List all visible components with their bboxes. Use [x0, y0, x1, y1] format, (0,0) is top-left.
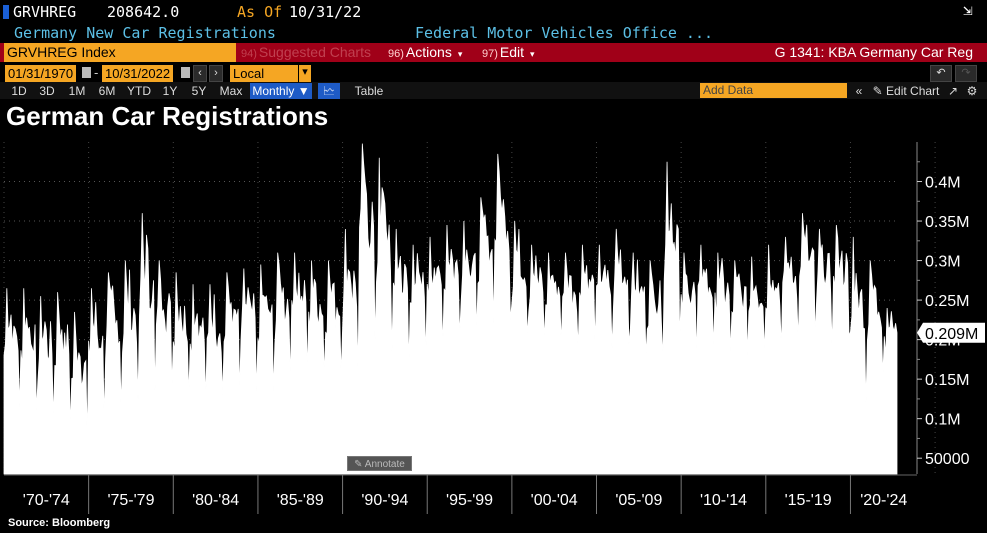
period-1y[interactable]: 1Y	[162, 84, 178, 98]
x-tick-label-3: '85-'89	[277, 492, 324, 509]
actions-num: 96)	[388, 48, 404, 60]
popout-icon[interactable]: ⇲	[963, 0, 973, 19]
edit-chart-label: Edit Chart	[886, 84, 940, 98]
frequency-select[interactable]: Monthly ▼	[250, 83, 312, 99]
period-5y[interactable]: 5Y	[191, 84, 207, 98]
edit-num: 97)	[482, 48, 498, 60]
y-tick-label-7: 0.4M	[925, 175, 961, 192]
edit-label: Edit	[499, 44, 525, 60]
x-tick-label-10: '20-'24	[860, 492, 907, 509]
y-tick-label-5: 0.3M	[925, 254, 961, 271]
edit-chart-button[interactable]: ✎ Edit Chart	[870, 83, 942, 99]
as-of-date[interactable]: 10/31/22	[289, 3, 362, 21]
period-ytd[interactable]: YTD	[127, 84, 151, 98]
y-tick-label-2: 0.15M	[925, 372, 969, 389]
x-tick-label-0: '70-'74	[23, 492, 70, 509]
x-tick-label-7: '05-'09	[615, 492, 662, 509]
period-6m[interactable]: 6M	[98, 84, 116, 98]
x-tick-label-1: '75-'79	[107, 492, 154, 509]
last-value: 208642.0	[107, 3, 180, 21]
table-button[interactable]: Table	[354, 84, 384, 98]
currency-select[interactable]: Local CCY	[230, 65, 298, 98]
annotate-button[interactable]: ✎ Annotate	[347, 456, 412, 471]
prev-range-button[interactable]: ‹	[193, 65, 207, 82]
y-tick-label-4: 0.25M	[925, 293, 969, 310]
x-tick-label-2: '80-'84	[192, 492, 239, 509]
suggested-charts-num: 94)	[241, 48, 257, 60]
x-tick-label-4: '90-'94	[361, 492, 408, 509]
period-row: 1D 3D 1M 6M YTD 1Y 5Y Max Monthly ▼ 🗠 Ta…	[0, 82, 987, 99]
end-calendar-icon[interactable]	[181, 67, 190, 78]
security-input[interactable]: GRVHREG Index	[4, 43, 236, 62]
y-tick-label-6: 0.35M	[925, 214, 969, 231]
edit-button[interactable]: 97) Edit ▾	[482, 43, 535, 62]
x-tick-label-9: '15-'19	[785, 492, 832, 509]
security-color-tick	[3, 5, 9, 19]
annotate-pencil-icon: ✎	[354, 459, 363, 470]
end-date-input[interactable]: 10/31/2022	[102, 65, 174, 82]
resize-icon[interactable]: ↗	[947, 84, 959, 98]
ticker-label: GRVHREG	[13, 3, 77, 21]
frequency-caret-icon: ▼	[297, 84, 310, 98]
period-max[interactable]: Max	[219, 84, 243, 98]
chart-title: German Car Registrations	[6, 101, 329, 131]
next-range-button[interactable]: ›	[209, 65, 223, 82]
x-tick-label-6: '00-'04	[531, 492, 578, 509]
period-3d[interactable]: 3D	[39, 84, 55, 98]
date-range-row: 01/31/1970 - 10/31/2022 ‹ › Local CCY ▾ …	[0, 65, 987, 98]
suggested-charts-button[interactable]: 94) Suggested Charts	[241, 43, 371, 62]
start-date-input[interactable]: 01/31/1970	[5, 65, 77, 82]
frequency-label: Monthly	[252, 84, 295, 98]
start-calendar-icon[interactable]	[82, 67, 91, 78]
annotate-label: Annotate	[364, 459, 405, 470]
line-chart-icon[interactable]: 🗠	[318, 83, 340, 99]
data-source-name[interactable]: Federal Motor Vehicles Office ...	[415, 24, 714, 42]
add-data-input[interactable]: Add Data	[700, 83, 847, 98]
current-value-marker: 0.209M	[917, 322, 985, 343]
actions-label: Actions	[405, 44, 452, 60]
y-tick-label-1: 0.1M	[925, 412, 961, 429]
pencil-icon: ✎	[872, 84, 883, 98]
redo-icon[interactable]: ↷	[955, 65, 977, 82]
actions-caret-icon: ▾	[457, 49, 463, 59]
gear-icon[interactable]: ⚙	[966, 84, 978, 98]
security-header: GRVHREG 208642.0 As Of 10/31/22 ⇲	[0, 0, 987, 24]
grid-lines	[3, 142, 936, 474]
range-dash: -	[94, 65, 99, 80]
x-axis: '70-'74 '75-'79 '80-'84 '85-'89 '90-'94 '95-'…	[4, 474, 917, 514]
security-description: Germany New Car Registrations	[14, 24, 276, 42]
y-tick-label-0: 50000	[925, 451, 970, 468]
chart-id-label: G 1341: KBA Germany Car Reg	[774, 44, 973, 60]
x-tick-label-5: '95-'99	[446, 492, 493, 509]
collapse-icon[interactable]: «	[855, 84, 863, 98]
undo-icon[interactable]: ↶	[930, 65, 952, 82]
currency-caret-icon[interactable]: ▾	[299, 65, 311, 82]
suggested-charts-label: Suggested Charts	[258, 44, 371, 60]
period-1d[interactable]: 1D	[11, 84, 27, 98]
period-1m[interactable]: 1M	[68, 84, 86, 98]
x-tick-label-8: '10-'14	[700, 492, 747, 509]
source-note: Source: Bloomberg	[8, 517, 111, 529]
edit-caret-icon: ▾	[530, 49, 535, 59]
actions-button[interactable]: 96) Actions ▾	[388, 43, 462, 62]
current-value-label: 0.209M	[925, 326, 978, 343]
description-row: Germany New Car Registrations Federal Mo…	[0, 24, 987, 43]
series-area	[3, 143, 898, 475]
chart-toolbar: GRVHREG Index 94) Suggested Charts 96) Act…	[0, 43, 987, 62]
current-value-box	[917, 322, 985, 343]
as-of-label: As Of	[237, 3, 283, 21]
